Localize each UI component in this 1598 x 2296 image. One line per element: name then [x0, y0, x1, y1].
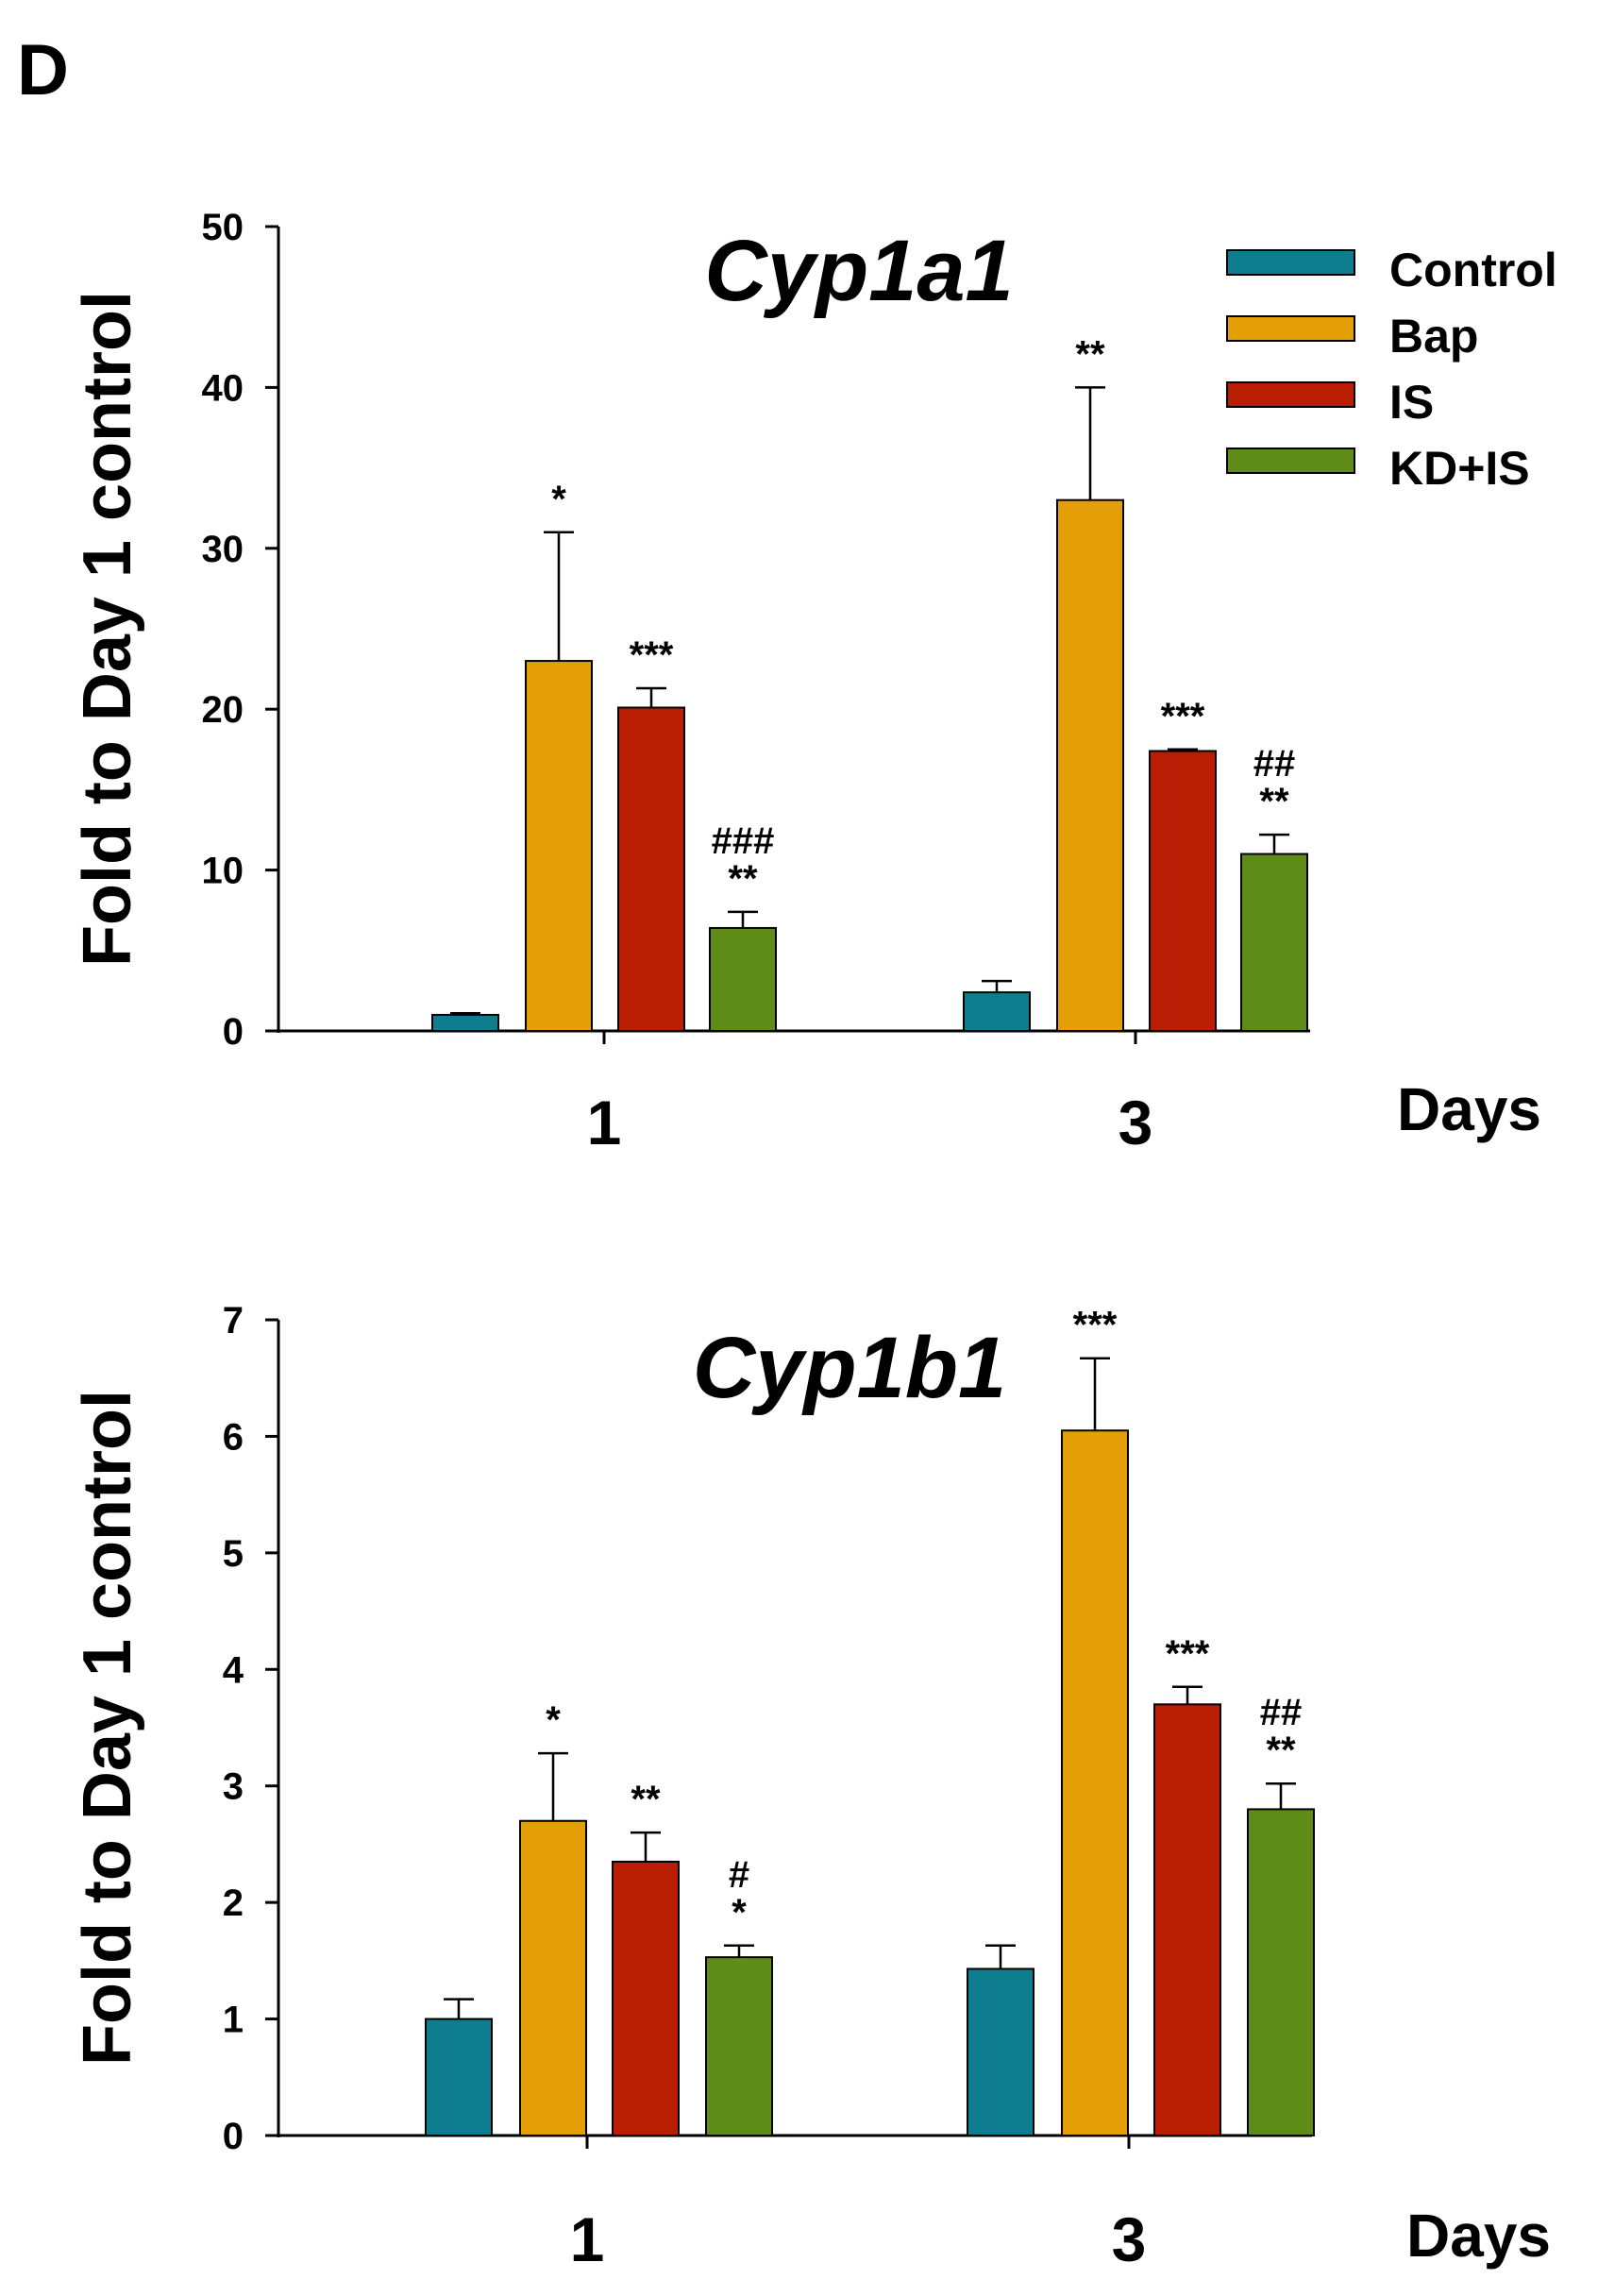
bar-control	[967, 1967, 1034, 2136]
bar-is	[617, 706, 685, 1032]
y-tick-label: 6	[223, 1416, 244, 1458]
bar-kd-is	[1240, 853, 1308, 1032]
y-tick-label: 7	[223, 1300, 244, 1342]
y-tick-label: 0	[223, 2116, 244, 2157]
significance-label: **	[1266, 1730, 1296, 1771]
y-tick-label: 20	[202, 689, 244, 731]
chart-title: Cyp1a1	[704, 223, 1013, 319]
bar-bap	[519, 1819, 587, 2136]
significance-label: ***	[630, 634, 674, 676]
bar-is	[612, 1860, 680, 2136]
x-tick-label: 1	[570, 2204, 605, 2274]
x-tick-label: 3	[1112, 2204, 1147, 2274]
bar-kd-is	[705, 1956, 773, 2137]
bar-control	[431, 1013, 499, 1032]
x-axis-title: Days	[1406, 2202, 1551, 2270]
legend-swatch	[1226, 381, 1355, 408]
bar-control	[963, 991, 1031, 1033]
x-tick-label: 3	[1119, 1088, 1153, 1157]
bar-is	[1149, 750, 1217, 1033]
y-tick-label: 0	[223, 1011, 244, 1053]
significance-label: ##	[1253, 743, 1296, 785]
significance-label: ***	[1161, 696, 1205, 737]
y-tick-label: 4	[223, 1649, 244, 1691]
chart-title: Cyp1b1	[693, 1320, 1006, 1416]
x-axis-title: Days	[1397, 1075, 1541, 1143]
y-tick-label: 50	[202, 207, 244, 248]
chart-cyp1a1: Cyp1a1 Fold to Day 1 control 0 10 20 30 40 50 1 3…	[70, 207, 1557, 1157]
significance-label: ***	[1073, 1305, 1118, 1346]
significance-label: *	[732, 1892, 747, 1933]
significance-label: *	[551, 479, 566, 520]
y-tick-label: 1	[223, 2000, 244, 2041]
significance-label: **	[631, 1779, 661, 1820]
bar-bap	[1056, 498, 1124, 1032]
y-axis-title: Fold to Day 1 control	[70, 291, 145, 967]
significance-label: ##	[1260, 1692, 1303, 1733]
y-tick-label: 5	[223, 1533, 244, 1575]
significance-label: ***	[1166, 1633, 1210, 1675]
bar-kd-is	[709, 926, 777, 1032]
y-tick-label: 2	[223, 1882, 244, 1924]
y-tick-label: 10	[202, 851, 244, 892]
significance-label: **	[1259, 781, 1289, 822]
legend-swatch	[1226, 249, 1355, 276]
bar-control	[425, 2017, 493, 2137]
y-tick-label: 30	[202, 529, 244, 570]
bar-is	[1153, 1703, 1221, 2137]
bar-bap	[1061, 1429, 1129, 2137]
legend-label: KD+IS	[1389, 442, 1530, 495]
legend-label: Control	[1389, 244, 1557, 296]
x-tick-label: 1	[587, 1088, 622, 1157]
significance-label: ###	[712, 820, 775, 862]
significance-label: *	[546, 1699, 561, 1741]
significance-label: **	[728, 858, 758, 900]
y-tick-label: 40	[202, 367, 244, 409]
panel-label: D	[17, 30, 69, 110]
bar-kd-is	[1247, 1808, 1315, 2137]
significance-label: **	[1075, 333, 1105, 375]
legend-swatch	[1226, 315, 1355, 342]
y-tick-label: 3	[223, 1766, 244, 1808]
chart-cyp1b1: Cyp1b1 Fold to Day 1 control 0 1 2 3 4 5 6 7 1 3 Day…	[70, 1300, 1551, 2274]
legend-swatch	[1226, 447, 1355, 474]
y-axis-title: Fold to Day 1 control	[70, 1390, 145, 2066]
bar-bap	[525, 660, 593, 1033]
legend-label: IS	[1389, 376, 1434, 429]
legend-label: Bap	[1389, 310, 1478, 363]
significance-label: #	[729, 1854, 749, 1896]
